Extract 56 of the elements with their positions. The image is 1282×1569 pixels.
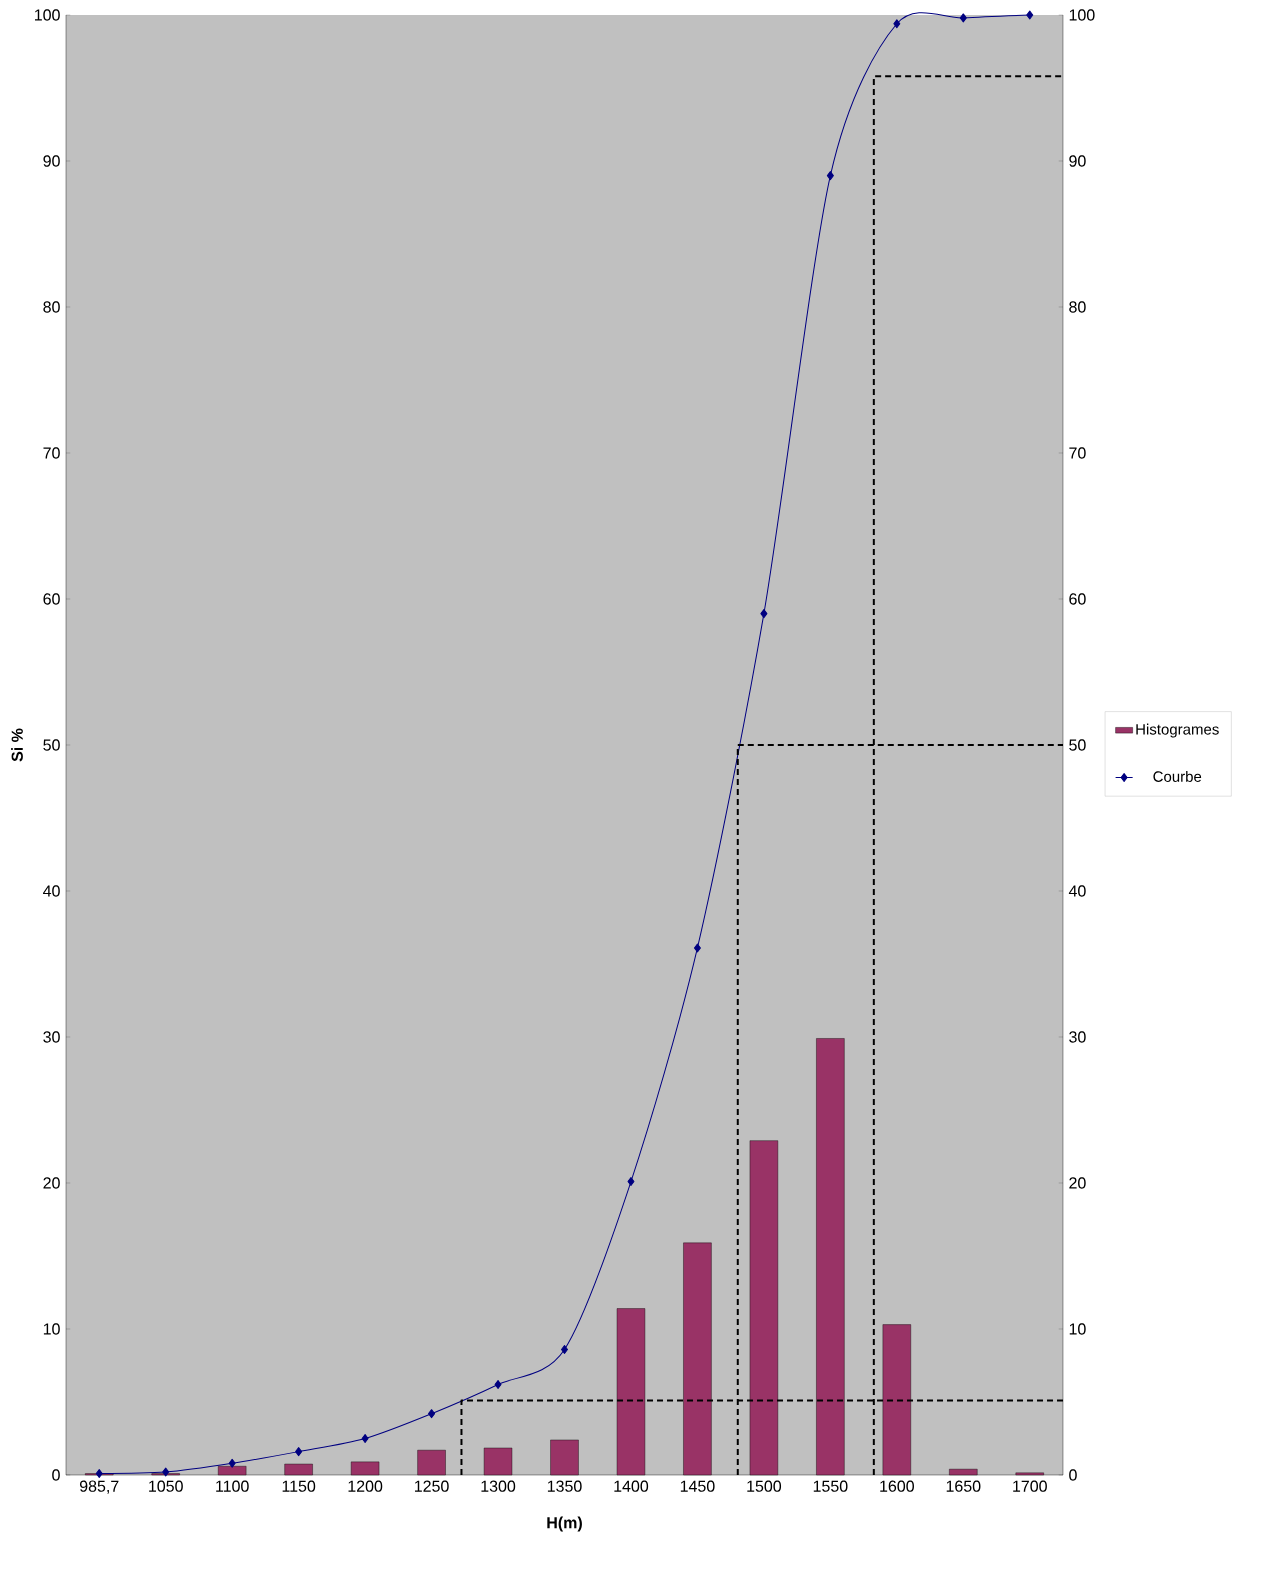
y-tick-label: 30 [43,1031,60,1043]
y2-tick-label: 90 [1069,155,1086,167]
x-tick-label: 1350 [547,1480,582,1492]
point [228,1458,236,1468]
x-tick-label: 1700 [1013,1480,1047,1492]
x-tick-label: 1450 [680,1480,715,1492]
y-tick-label: 20 [43,1177,60,1189]
legend-label: Histogrames [1136,723,1219,738]
x-tick-label: 1200 [348,1480,383,1492]
point [627,1177,635,1187]
point [893,19,901,29]
x-tick-label: 1500 [747,1480,782,1492]
y2-tick-label: 20 [1069,1177,1086,1189]
x-tick-label: 1300 [481,1480,516,1492]
y-tick-label: 60 [43,593,60,605]
legend-label: Courbe [1153,770,1202,782]
y-tick-label: 100 [35,9,60,21]
y2-tick-label: 100 [1069,9,1095,21]
x-tick-label: 985,7 [79,1480,119,1494]
x-axis-title: H(m) [547,1516,582,1532]
y-tick-label: 90 [43,155,60,167]
point [561,1344,568,1354]
point [361,1433,369,1443]
point [295,1447,303,1457]
y-tick-label: 50 [43,739,60,751]
y2-tick-label: 60 [1069,593,1086,605]
point [494,1379,502,1389]
point [760,609,768,619]
point [693,943,701,953]
point [428,1409,436,1419]
y2-tick-label: 50 [1069,739,1086,751]
y2-tick-label: 0 [1069,1469,1077,1481]
y-tick-label: 0 [52,1469,60,1481]
y-tick-label: 40 [43,885,60,897]
y2-tick-label: 40 [1068,885,1086,897]
x-tick-label: 1050 [149,1480,183,1492]
y2-tick-label: 30 [1069,1031,1086,1043]
y2-tick-label: 70 [1069,447,1086,459]
y-tick-label: 80 [43,301,60,313]
x-tick-label: 1150 [282,1480,316,1492]
x-tick-label: 1250 [414,1480,449,1492]
y2-tick-label: 80 [1069,301,1086,313]
point [162,1467,170,1477]
x-tick-label: 1550 [813,1480,848,1492]
y2-tick-label: 10 [1069,1323,1086,1335]
y-tick-label: 70 [43,447,60,459]
y-tick-label: 10 [43,1323,60,1335]
point [959,13,967,23]
x-tick-label: 1100 [216,1480,249,1492]
x-tick-label: 1600 [880,1480,914,1492]
point [826,171,834,181]
x-tick-label: 1650 [946,1480,981,1492]
y-axis-title: Si % [11,728,23,762]
x-tick-label: 1400 [614,1480,649,1492]
point [95,1469,103,1479]
point [1026,10,1034,20]
